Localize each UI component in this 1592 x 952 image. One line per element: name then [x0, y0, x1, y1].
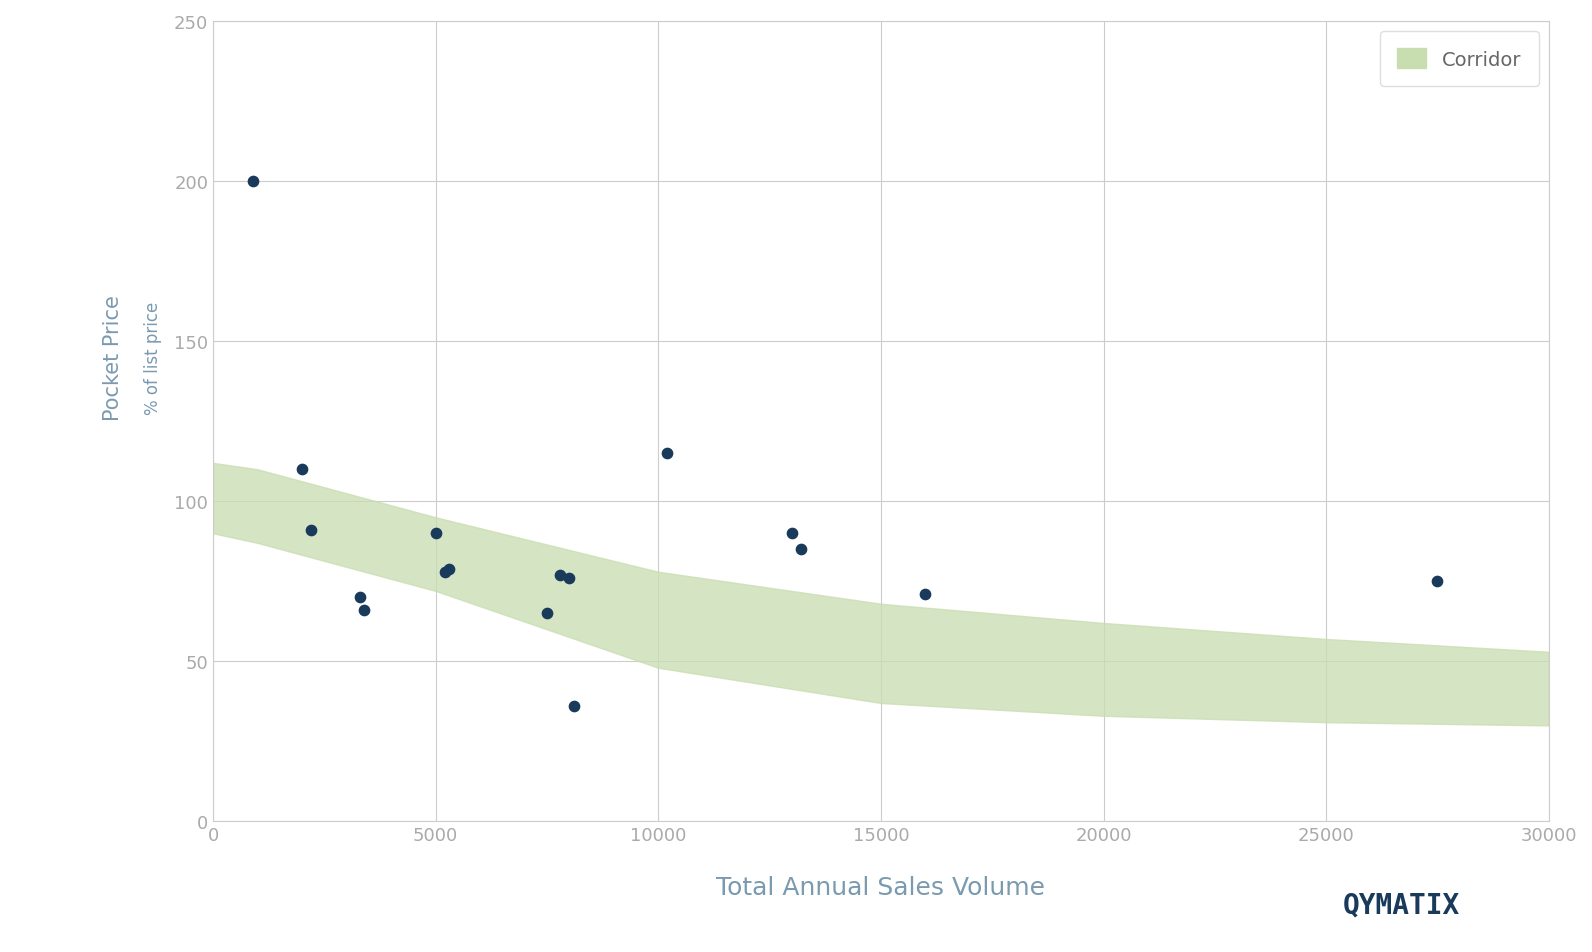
Point: [423, 526, 449, 542]
Point: [912, 586, 938, 602]
Text: Pocket Price: Pocket Price: [103, 295, 123, 421]
Point: [352, 603, 377, 618]
Point: [290, 462, 315, 477]
Legend: Corridor: Corridor: [1380, 31, 1539, 88]
Point: [1425, 574, 1450, 589]
Point: [298, 523, 323, 538]
Text: % of list price: % of list price: [143, 301, 162, 414]
Point: [654, 446, 680, 462]
Point: [788, 542, 814, 557]
Point: [778, 526, 804, 542]
Point: [557, 571, 583, 586]
Point: [560, 699, 586, 714]
Point: [240, 174, 266, 189]
Point: [535, 606, 560, 622]
X-axis label: Total Annual Sales Volume: Total Annual Sales Volume: [716, 875, 1046, 899]
Point: [347, 590, 373, 605]
Point: [548, 567, 573, 583]
Point: [431, 565, 457, 580]
Point: [436, 562, 462, 577]
Text: QYMATIX: QYMATIX: [1342, 890, 1460, 919]
